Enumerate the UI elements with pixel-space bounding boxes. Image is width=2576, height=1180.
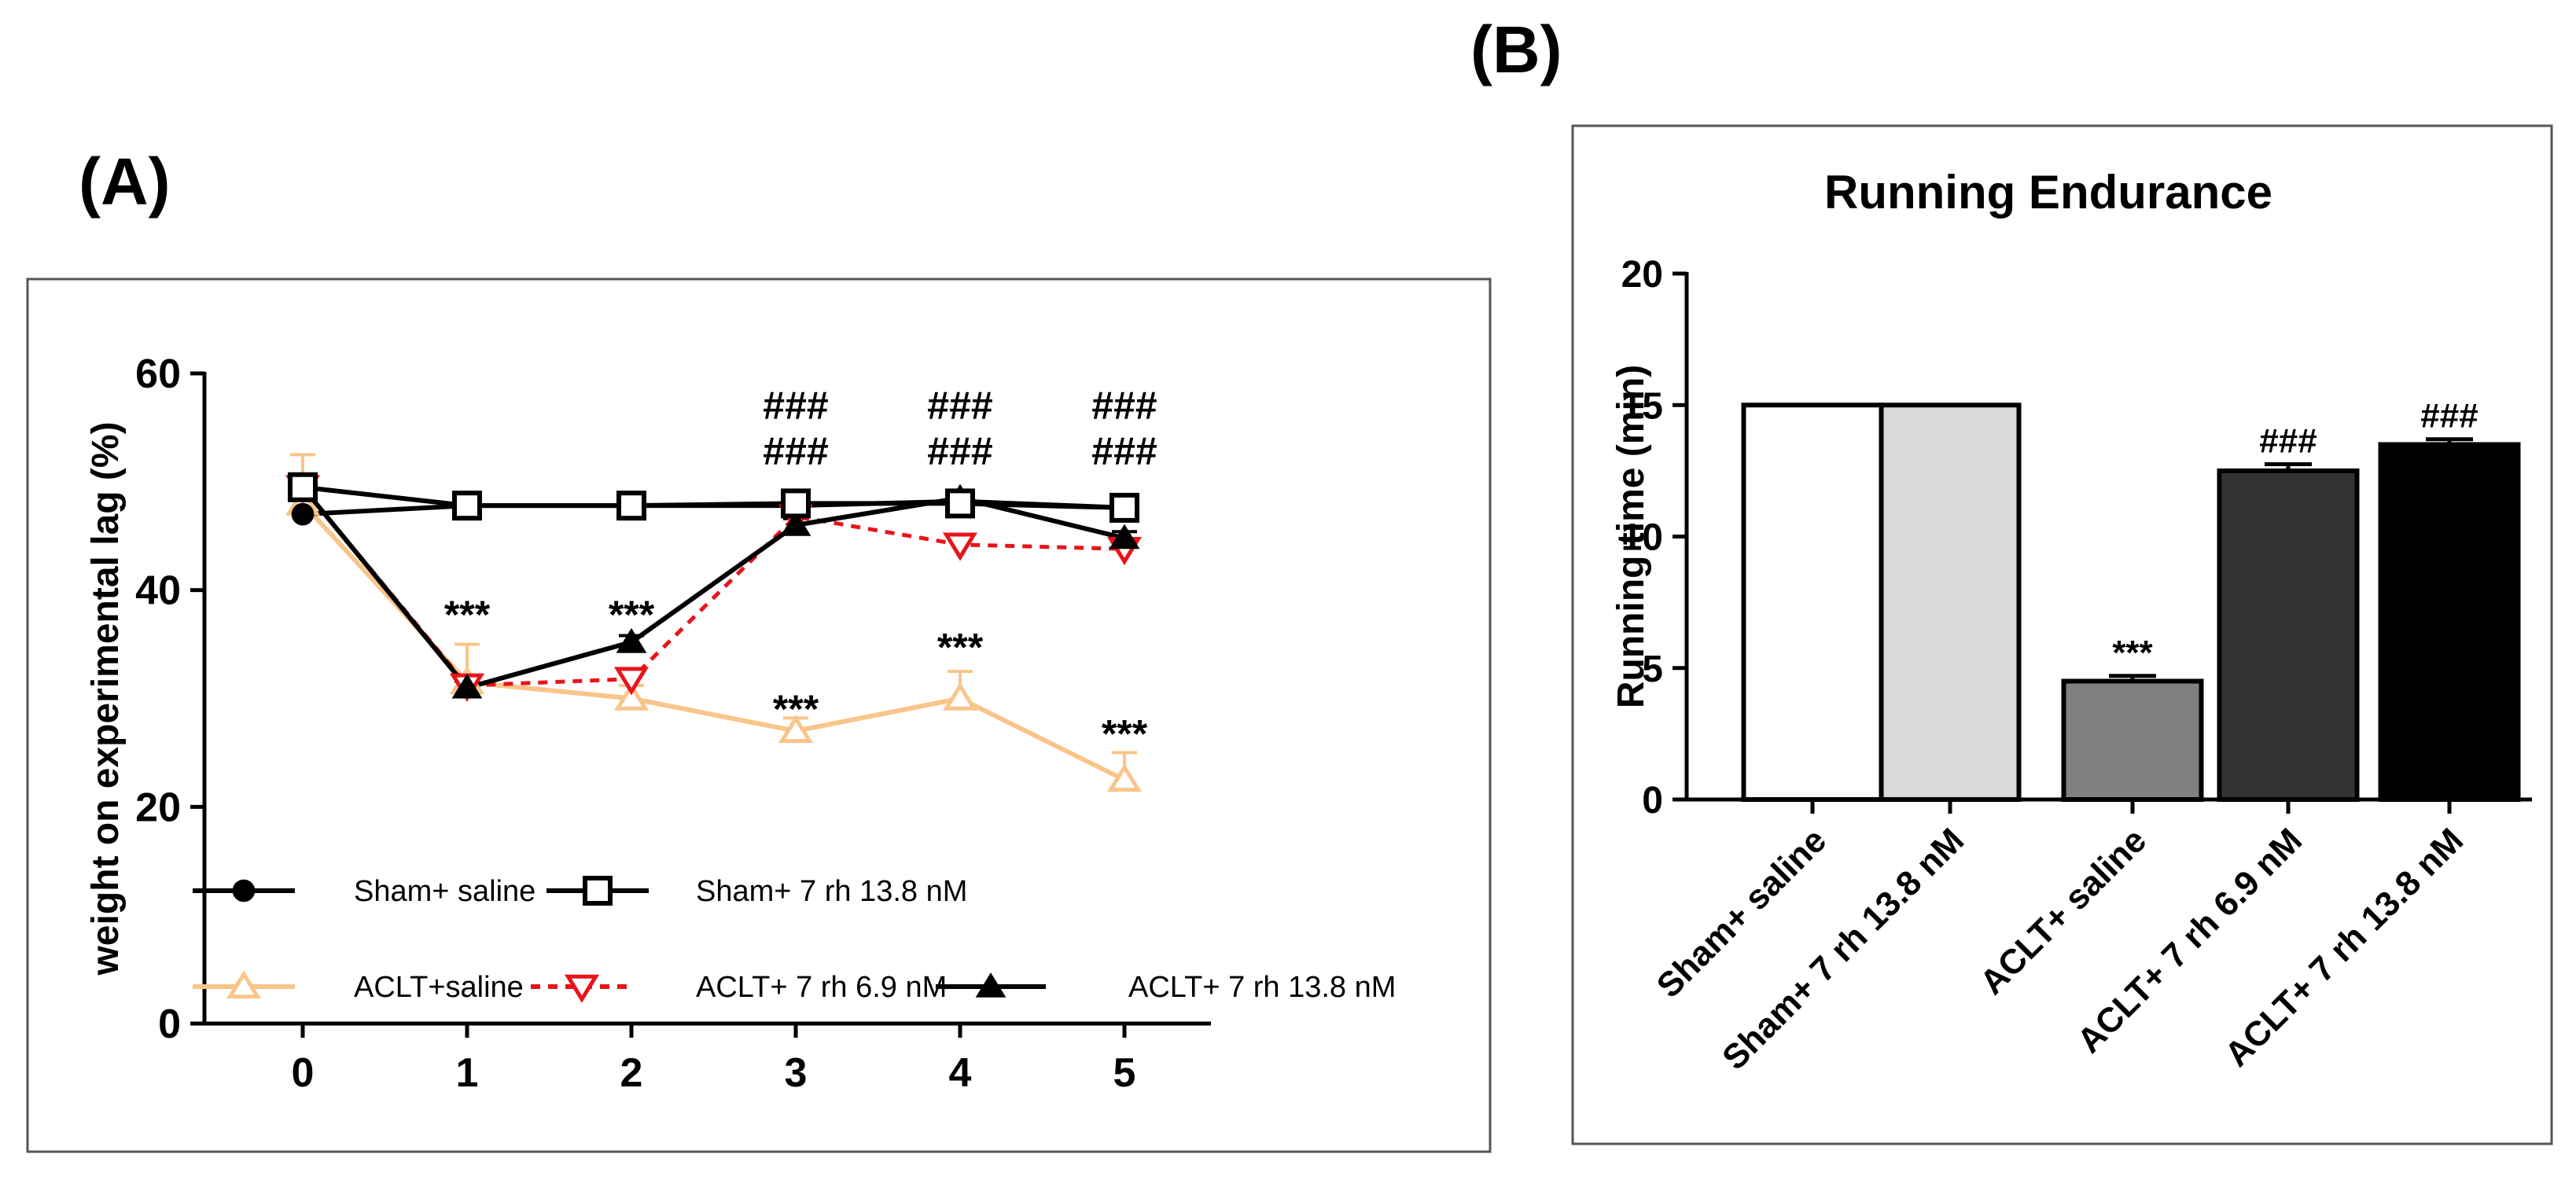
point-aclt_saline [1106, 763, 1143, 792]
chart-b-y-tick-label: 20 [1621, 254, 1663, 296]
chart-a-y-tick-label: 0 [158, 1002, 181, 1047]
series-line-aclt_7rh_138 [300, 485, 1125, 691]
chart-b-y-tick-label: 10 [1621, 517, 1663, 559]
chart-a-annotation: *** [937, 625, 984, 669]
chart-b-annotations: *** ### ### [2112, 397, 2478, 672]
chart-a-x-tick-label: 2 [620, 1050, 643, 1096]
panel-b-frame [1571, 124, 2553, 1145]
point-aclt_7rh_138 [780, 511, 811, 536]
point-sham_7rh [288, 472, 318, 502]
chart-b-bars [1741, 403, 2521, 802]
bar-chart-b: Running Endurance 0 5 10 15 20 Running time (… [1610, 166, 2532, 1077]
chart-a-annotation: *** [1102, 712, 1148, 756]
legend-marker-sham_saline [232, 879, 256, 902]
chart-a-x-tick-label: 1 [456, 1050, 479, 1096]
chart-a-y-tick-label: 20 [135, 785, 181, 830]
chart-b-category-label: ACLT+ saline [1973, 821, 2154, 1002]
point-aclt_saline [778, 715, 814, 744]
panel-a-label: (A) [79, 145, 171, 219]
chart-a-annotations: *** ************################## [444, 384, 1157, 756]
point-aclt_7rh_138 [451, 673, 483, 699]
legend-label-aclt_7rh_69: ACLT+ 7 rh 6.9 nM [696, 971, 947, 1004]
chart-b-annotation: ### [2259, 422, 2317, 461]
point-sham_7rh [1110, 492, 1139, 523]
point-sham_7rh [781, 488, 811, 519]
panel-b-label: (B) [1470, 13, 1562, 86]
legend-label-sham_7rh: Sham+ 7 rh 13.8 nM [696, 875, 967, 908]
chart-a-y-axis-label: weight on experimental lag (%) [85, 421, 127, 976]
legend-label-sham_saline: Sham+ saline [354, 875, 535, 908]
legend-marker-aclt_7rh_138 [975, 972, 1006, 998]
chart-a-axes: 0 20 40 60 0 1 2 3 4 5 weight on experimental lag … [85, 351, 1211, 1096]
chart-a-annotation: ### [927, 384, 992, 428]
series-line-aclt_saline [300, 502, 1126, 782]
chart-a-annotation: ### [763, 429, 828, 473]
chart-a-legend: Sham+ saline Sham+ 7 rh 13.8 nM ACLT+salin… [193, 875, 1396, 1004]
chart-a-annotation: *** [444, 593, 491, 637]
legend-marker-aclt_7rh_69 [564, 974, 600, 1003]
point-aclt_saline [613, 682, 650, 711]
legend-marker-aclt_saline [226, 970, 262, 999]
point-sham_7rh [452, 491, 482, 521]
chart-a-annotation: ### [1091, 384, 1157, 428]
chart-b-y-tick-label: 5 [1642, 649, 1663, 690]
point-aclt_7rh_69 [942, 532, 978, 561]
chart-a-annotation: *** [773, 687, 819, 731]
chart-a-annotation: ### [927, 429, 992, 473]
chart-a-y-tick-label: 40 [135, 568, 181, 614]
chart-b-annotation: *** [2112, 634, 2153, 672]
point-aclt_7rh_138 [1109, 524, 1140, 550]
chart-a-annotation: ### [1091, 429, 1157, 473]
chart-a-x-tick-label: 5 [1113, 1050, 1136, 1096]
line-chart-a: 0 20 40 60 0 1 2 3 4 5 weight on experimental lag … [85, 351, 1396, 1096]
chart-b-y-tick-label: 15 [1621, 385, 1663, 427]
chart-b-y-tick-label: 0 [1642, 780, 1663, 822]
chart-b-annotation: ### [2420, 397, 2478, 436]
legend-label-aclt_7rh_138: ACLT+ 7 rh 13.8 nM [1128, 971, 1396, 1004]
point-sham_7rh [945, 488, 975, 519]
bar-1 [1879, 403, 2022, 802]
panel-a-frame [26, 278, 1492, 1153]
point-aclt_7rh_69 [613, 667, 650, 696]
point-aclt_saline [942, 682, 978, 711]
legend-marker-sham_7rh [583, 876, 613, 906]
chart-a-points [285, 472, 1143, 792]
bar-3 [2217, 468, 2360, 802]
point-aclt_7rh_138 [616, 627, 647, 653]
bar-0 [1741, 403, 1884, 802]
point-sham_7rh [616, 491, 646, 521]
chart-b-title: Running Endurance [1824, 166, 2272, 219]
chart-a-annotation: *** [609, 593, 655, 637]
chart-a-series-lines [300, 484, 1126, 782]
chart-a-annotation: ### [763, 384, 828, 428]
bar-2 [2061, 678, 2204, 802]
chart-a-x-tick-label: 3 [785, 1050, 808, 1096]
bar-4 [2378, 442, 2521, 802]
chart-a-x-tick-label: 4 [949, 1050, 972, 1096]
point-sham_saline [291, 502, 315, 526]
series-line-sham_7rh [302, 484, 1125, 510]
legend-label-aclt_saline: ACLT+saline [354, 971, 524, 1004]
chart-b-category-label: Sham+ 7 rh 13.8 nM [1715, 821, 1971, 1077]
chart-b-y-axis-label: Running time (min) [1610, 365, 1652, 708]
chart-a-x-tick-label: 0 [292, 1050, 315, 1096]
chart-a-y-tick-label: 60 [135, 351, 181, 397]
